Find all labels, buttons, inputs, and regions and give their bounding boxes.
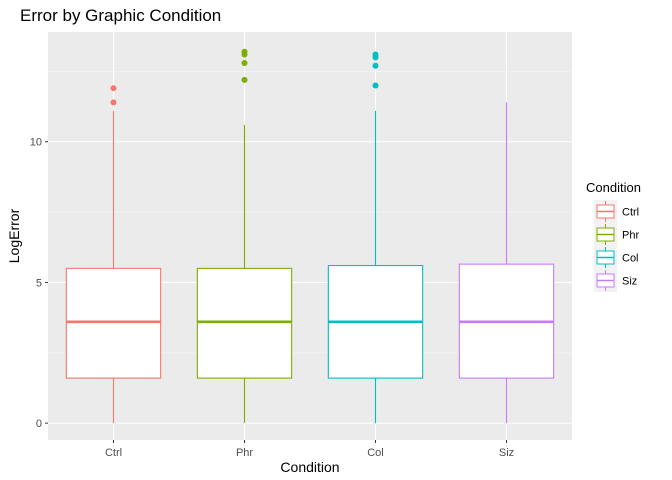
y-axis-ticks: 0 5 10 — [30, 137, 48, 430]
outlier-point — [110, 99, 117, 106]
legend-key-phr — [594, 223, 617, 246]
y-tick-label: 5 — [36, 277, 42, 289]
outlier-point — [241, 59, 248, 66]
outlier-point — [241, 48, 248, 55]
x-axis-title: Condition — [280, 459, 339, 475]
box-ctrl — [65, 85, 162, 424]
legend-label: Col — [622, 253, 639, 265]
outlier-point — [241, 76, 248, 83]
legend-title: Condition — [586, 180, 641, 195]
y-tick-label: 10 — [30, 137, 42, 149]
plot-panel — [48, 32, 572, 440]
outlier-point — [372, 82, 379, 89]
x-tick-label: Col — [367, 447, 384, 459]
x-tick-label: Phr — [236, 447, 253, 459]
box-col — [327, 51, 424, 424]
legend-key-col — [594, 246, 617, 269]
outlier-point — [372, 51, 379, 58]
box-body — [65, 267, 162, 379]
legend-label: Siz — [622, 276, 637, 288]
box-siz — [458, 102, 555, 424]
outlier-point — [372, 62, 379, 69]
chart-title: Error by Graphic Condition — [20, 6, 221, 25]
legend-key-ctrl — [594, 200, 617, 223]
legend-key-siz — [594, 269, 617, 292]
legend: Condition Ctrl Phr Col Siz — [586, 180, 641, 292]
y-tick-label: 0 — [36, 418, 42, 430]
box-phr — [196, 48, 293, 424]
outlier-point — [110, 85, 117, 92]
x-tick-label: Siz — [499, 447, 514, 459]
legend-label: Phr — [622, 230, 639, 242]
legend-label: Ctrl — [622, 207, 639, 219]
box-body — [196, 267, 293, 379]
x-axis-ticks: Ctrl Phr Col Siz — [105, 440, 514, 459]
y-axis-title: LogError — [6, 208, 22, 263]
x-tick-label: Ctrl — [105, 447, 122, 459]
boxes — [65, 48, 555, 424]
